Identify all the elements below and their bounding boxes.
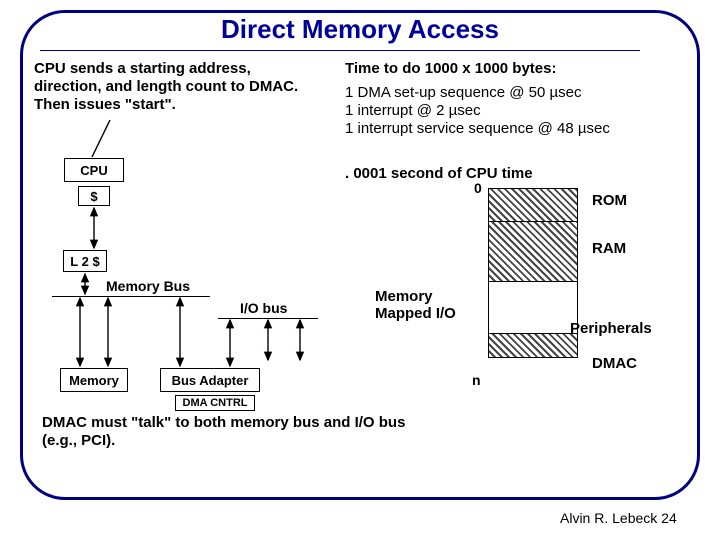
bottom-note: DMAC must "talk" to both memory bus and … [42,414,432,450]
memmap-peripherals [488,282,578,334]
cache-box: $ [78,186,110,206]
memmap-rom [488,188,578,222]
memory-bus-line [52,296,210,297]
memmap-ram [488,222,578,282]
cpu-box: CPU [64,158,124,182]
memory-box: Memory [60,368,128,392]
slide-title: Direct Memory Access [0,14,720,45]
memmap-n: n [472,372,481,388]
footer-text: Alvin R. Lebeck 24 [560,510,677,526]
l2-cache-box: L 2 $ [63,250,107,272]
memory-map [488,188,578,358]
ram-label: RAM [592,240,626,257]
timing-line-3: 1 interrupt service sequence @ 48 µsec [345,120,665,138]
dmac-map-label: DMAC [592,355,637,372]
memmap-dmac [488,334,578,358]
cpu-time-text: . 0001 second of CPU time [345,165,533,182]
memory-bus-label: Memory Bus [106,278,190,294]
memmap-zero: 0 [474,180,482,196]
description-left: CPU sends a starting address, direction,… [34,60,314,114]
title-underline [40,50,640,51]
peripherals-label: Peripherals [570,320,652,337]
rom-label: ROM [592,192,627,209]
io-bus-line [218,318,318,319]
bus-adapter-box: Bus Adapter [160,368,260,392]
io-bus-label: I/O bus [240,300,287,316]
description-right: Time to do 1000 x 1000 bytes: 1 DMA set-… [345,60,665,138]
timing-line-2: 1 interrupt @ 2 µsec [345,102,665,120]
dma-cntrl-box: DMA CNTRL [175,395,255,411]
mmio-label: Memory Mapped I/O [375,288,456,323]
timing-header: Time to do 1000 x 1000 bytes: [345,60,665,78]
timing-line-1: 1 DMA set-up sequence @ 50 µsec [345,84,665,102]
